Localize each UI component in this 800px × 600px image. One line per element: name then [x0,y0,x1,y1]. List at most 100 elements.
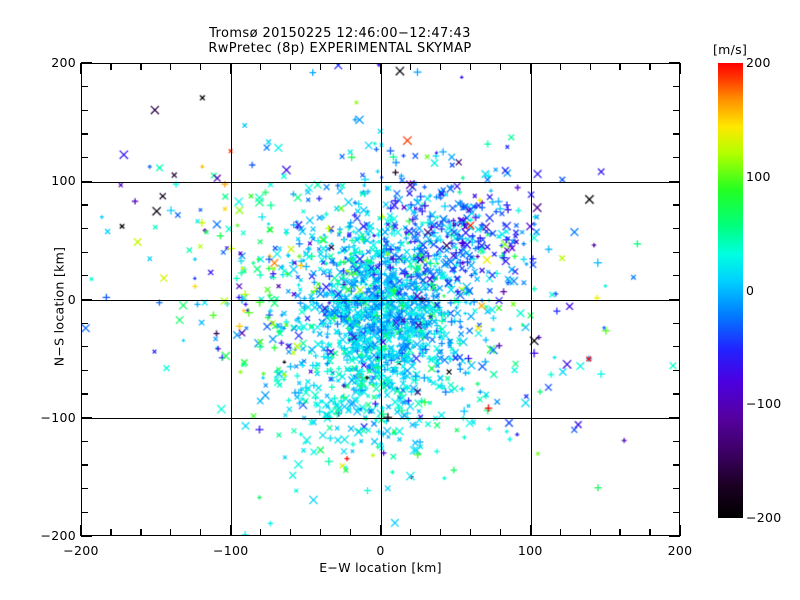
colorbar-tick-label: −100 [746,396,782,412]
x-axis-title: E−W location [km] [319,560,442,575]
y-axis-title: N−S location [km] [51,246,67,367]
x-axis-tick [319,529,322,536]
x-axis-tick-top [409,63,412,70]
y-axis-tick-right [673,227,680,230]
y-axis-tick-right [673,511,680,513]
y-axis-tick [81,369,88,372]
y-axis-tick-right [673,86,680,88]
x-axis-tick-top [260,63,262,70]
colorbar-tick-label: 200 [746,55,771,70]
y-axis-tick [81,440,88,443]
x-axis-tick [409,529,412,536]
x-axis-tick [230,525,232,536]
x-axis-tick-top [559,63,561,70]
x-axis-tick-top [349,63,352,70]
x-axis-tick-label: 100 [517,543,543,558]
y-axis-tick-label: −100 [40,409,76,425]
y-axis-tick [81,417,92,419]
y-axis-tick-right [673,440,680,443]
x-axis-tick [589,529,591,536]
x-axis-tick [170,529,172,536]
y-axis-tick [81,156,88,159]
y-axis-tick [81,298,92,301]
x-axis-tick [469,529,471,536]
x-axis-tick [200,529,202,536]
x-axis-tick [559,529,561,536]
y-axis-tick [81,511,88,513]
plot-area[interactable] [81,63,680,536]
x-axis-tick-label: −100 [212,543,249,558]
y-axis-tick-right [673,488,680,490]
scatter-points-layer [82,64,679,535]
y-axis-tick-right [669,180,680,182]
y-axis-tick-right [673,346,680,348]
y-axis-tick-right [673,322,680,324]
x-axis-tick-top [170,63,172,70]
colorbar-tick-label: −200 [746,510,782,525]
y-axis-tick-right [669,535,680,537]
y-axis-tick [81,346,88,348]
x-axis-tick-top [469,63,471,70]
x-axis-tick [80,525,82,536]
y-axis-tick [81,488,88,490]
x-axis-tick-top [319,63,322,70]
y-axis-tick-right [669,298,680,301]
x-axis-tick [110,529,112,536]
y-axis-tick-right [673,109,680,111]
y-axis-tick [81,180,92,182]
y-axis-tick [81,86,88,88]
x-axis-tick-top [140,63,142,70]
colorbar-tick-label: 0 [746,282,755,298]
x-axis-tick [140,529,142,536]
x-axis-tick-top [379,63,382,74]
x-axis-tick [349,529,352,536]
plot-title-line-1: Tromsø 20150225 12:46:00−12:47:43 [209,26,471,41]
x-axis-tick [529,525,531,536]
y-axis-tick-right [673,464,680,466]
x-axis-tick [499,529,501,536]
y-axis-tick-right [673,369,680,372]
x-axis-tick [260,529,262,536]
y-axis-tick-right [669,417,680,419]
x-axis-tick-top [110,63,112,70]
y-axis-tick-label: 100 [51,173,76,189]
y-axis-tick [81,109,88,111]
y-axis-tick-right [673,133,680,135]
x-axis-tick [679,525,681,536]
y-axis-tick-right [673,251,680,253]
y-axis-tick [81,227,88,230]
y-axis-tick [81,393,88,395]
x-axis-tick [439,529,442,536]
x-axis-tick-top [439,63,442,70]
y-axis-tick-label: 0 [67,291,76,307]
y-axis-tick-right [673,275,680,277]
y-axis-tick-right [673,204,680,206]
x-axis-tick [649,529,651,536]
x-axis-tick [379,525,382,536]
colorbar-tick-label: 100 [746,168,771,184]
x-axis-tick-top [499,63,501,70]
colorbar-gradient [718,63,743,518]
x-axis-tick-top [619,63,621,70]
x-axis-tick-top [529,63,531,74]
x-axis-tick-top [589,63,591,70]
y-axis-tick [81,275,88,277]
plot-title: Tromsø 20150225 12:46:00−12:47:43 RwPret… [0,26,680,56]
x-axis-tick-label: 0 [376,543,385,558]
y-axis-tick [81,133,88,135]
y-axis-tick [81,464,88,466]
y-axis-tick-right [673,156,680,159]
plot-title-line-2: RwPretec (8p) EXPERIMENTAL SKYMAP [208,41,472,56]
y-axis-tick-label: 200 [51,55,76,70]
x-axis-tick-top [679,63,681,74]
y-axis-tick [81,251,88,253]
x-axis-tick-top [290,63,292,70]
colorbar-unit-label: [m/s] [713,42,748,57]
y-axis-tick-label: −200 [40,528,76,543]
y-axis-tick [81,322,88,324]
x-axis-tick-top [200,63,202,70]
x-axis-tick [619,529,621,536]
x-axis-tick-label: −200 [63,543,99,558]
y-axis-tick [81,204,88,206]
x-axis-tick-top [80,63,82,74]
